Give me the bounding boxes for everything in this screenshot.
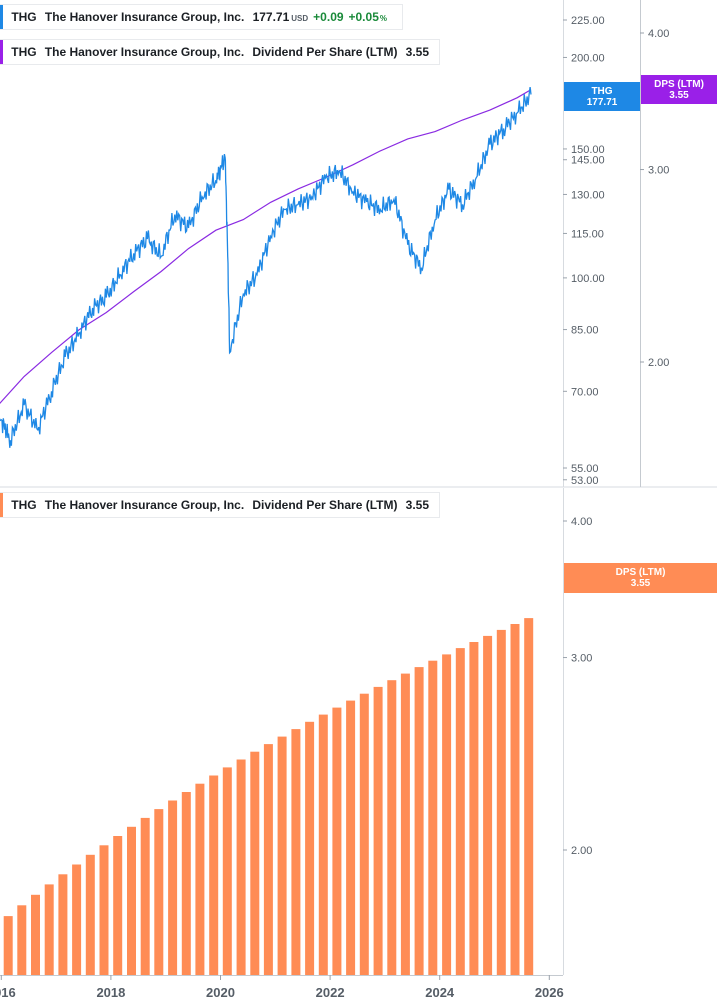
- legend-price-name: The Hanover Insurance Group, Inc.: [44, 10, 245, 24]
- dps-bar: [428, 660, 438, 975]
- dps-bar: [483, 635, 493, 975]
- bar-tick-label: 2.00: [571, 845, 592, 857]
- legend-price-currency: USD: [291, 13, 309, 23]
- dps-bar: [99, 845, 109, 975]
- dps-bar: [318, 714, 328, 975]
- dps-bar: [195, 783, 205, 975]
- axes: [0, 0, 644, 980]
- dps-bar: [58, 874, 68, 975]
- legend-price-change: +0.09: [313, 10, 344, 24]
- dps-bar: [113, 836, 123, 975]
- dps-bar: [72, 864, 82, 975]
- dps-bar: [85, 854, 95, 975]
- legend-price-pct-sign: %: [379, 13, 387, 23]
- legend-dps-top-ticker: THG: [11, 45, 37, 59]
- dps-bar: [442, 654, 452, 975]
- legend-dps-bottom-name: The Hanover Insurance Group, Inc.: [44, 498, 245, 512]
- dps-bar: [250, 751, 260, 975]
- dps-tick-label: 4.00: [648, 28, 669, 40]
- dps-tag-top: DPS (LTM) 3.55: [641, 75, 717, 104]
- dps-bar: [291, 729, 301, 975]
- dps-bar: [127, 826, 136, 975]
- bar-tick-label: 4.00: [571, 516, 592, 528]
- price-tick-label: 225.00: [571, 15, 605, 27]
- dps-tag-bottom: DPS (LTM) 3.55: [564, 563, 717, 593]
- dps-bar: [140, 817, 150, 975]
- dps-bar: [209, 775, 219, 975]
- dps-bar: [359, 693, 369, 975]
- dps-bar: [31, 894, 40, 975]
- x-tick-label: 2018: [96, 985, 125, 1000]
- dps-bar: [263, 744, 273, 975]
- dps-bar: [17, 905, 27, 975]
- dps-tag-top-value: 3.55: [669, 89, 689, 101]
- price-tick-label: 200.00: [571, 52, 605, 64]
- legend-dps-bottom-ticker: THG: [11, 498, 37, 512]
- x-tick-label: 2020: [206, 985, 235, 1000]
- dps-tag-bottom-label: DPS (LTM): [615, 567, 666, 578]
- dps-bar: [3, 916, 13, 975]
- legend-dps-bottom-metric: Dividend Per Share (LTM): [252, 498, 398, 512]
- legend-price-change-pct: +0.05: [348, 10, 379, 24]
- price-tick-label: 70.00: [571, 386, 599, 398]
- x-tick-label: 2024: [425, 985, 455, 1000]
- dps-bar: [305, 721, 315, 975]
- price-tick-label: 55.00: [571, 463, 599, 475]
- dps-bar: [277, 736, 287, 975]
- legend-price[interactable]: THG The Hanover Insurance Group, Inc. 17…: [0, 4, 403, 30]
- legend-price-swatch: [0, 5, 4, 29]
- dps-bar: [455, 648, 465, 975]
- price-tag: THG 177.71: [564, 82, 640, 111]
- price-tick-label: 145.00: [571, 155, 605, 167]
- dps-bar: [236, 759, 246, 975]
- price-tag-value: 177.71: [586, 96, 618, 108]
- legend-price-value: 177.71: [252, 10, 290, 24]
- dps-bar: [414, 667, 424, 975]
- legend-dps-bottom[interactable]: THG The Hanover Insurance Group, Inc. Di…: [0, 492, 440, 518]
- legend-dps-top-swatch: [0, 40, 4, 64]
- price-tick-label: 100.00: [571, 273, 605, 285]
- dps-bar: [373, 686, 383, 975]
- dps-tick-label: 3.00: [648, 165, 669, 177]
- price-tag-label: THG: [591, 85, 613, 97]
- dps-line: [0, 89, 532, 405]
- price-tick-label: 130.00: [571, 189, 605, 201]
- x-tick-label: 2022: [316, 985, 345, 1000]
- legend-dps-top-name: The Hanover Insurance Group, Inc.: [44, 45, 245, 59]
- bar-tick-label: 3.00: [571, 653, 592, 665]
- dps-bar: [44, 884, 54, 975]
- dps-bar: [400, 673, 410, 975]
- legend-price-ticker: THG: [11, 10, 37, 24]
- dps-bar: [222, 767, 232, 975]
- x-tick-label: 2016: [0, 985, 16, 1000]
- dps-bar: [469, 642, 479, 975]
- dps-bar: [181, 792, 191, 975]
- legend-dps-top-metric: Dividend Per Share (LTM): [252, 45, 398, 59]
- dps-bars: [3, 618, 534, 975]
- dps-bar: [154, 809, 164, 975]
- dps-bar: [332, 707, 342, 975]
- dps-bar: [387, 680, 397, 975]
- price-tick-label: 53.00: [571, 475, 599, 487]
- dps-bar: [524, 618, 534, 975]
- dps-tag-bottom-value: 3.55: [630, 578, 651, 589]
- dps-bar: [346, 700, 356, 975]
- dps-bar: [496, 629, 506, 975]
- legend-dps-top[interactable]: THG The Hanover Insurance Group, Inc. Di…: [0, 39, 440, 65]
- dps-tick-label: 2.00: [648, 357, 669, 369]
- price-tick-label: 115.00: [571, 228, 604, 240]
- price-tick-label: 85.00: [571, 325, 599, 337]
- dps-bar: [168, 800, 178, 975]
- x-tick-label: 2026: [535, 985, 564, 1000]
- price-line: [0, 87, 532, 448]
- price-tick-label: 150.00: [571, 144, 605, 156]
- dps-tag-top-label: DPS (LTM): [654, 78, 704, 90]
- legend-dps-bottom-swatch: [0, 493, 4, 517]
- dps-bar: [510, 624, 520, 975]
- legend-dps-top-value: 3.55: [405, 45, 430, 59]
- legend-dps-bottom-value: 3.55: [405, 498, 430, 512]
